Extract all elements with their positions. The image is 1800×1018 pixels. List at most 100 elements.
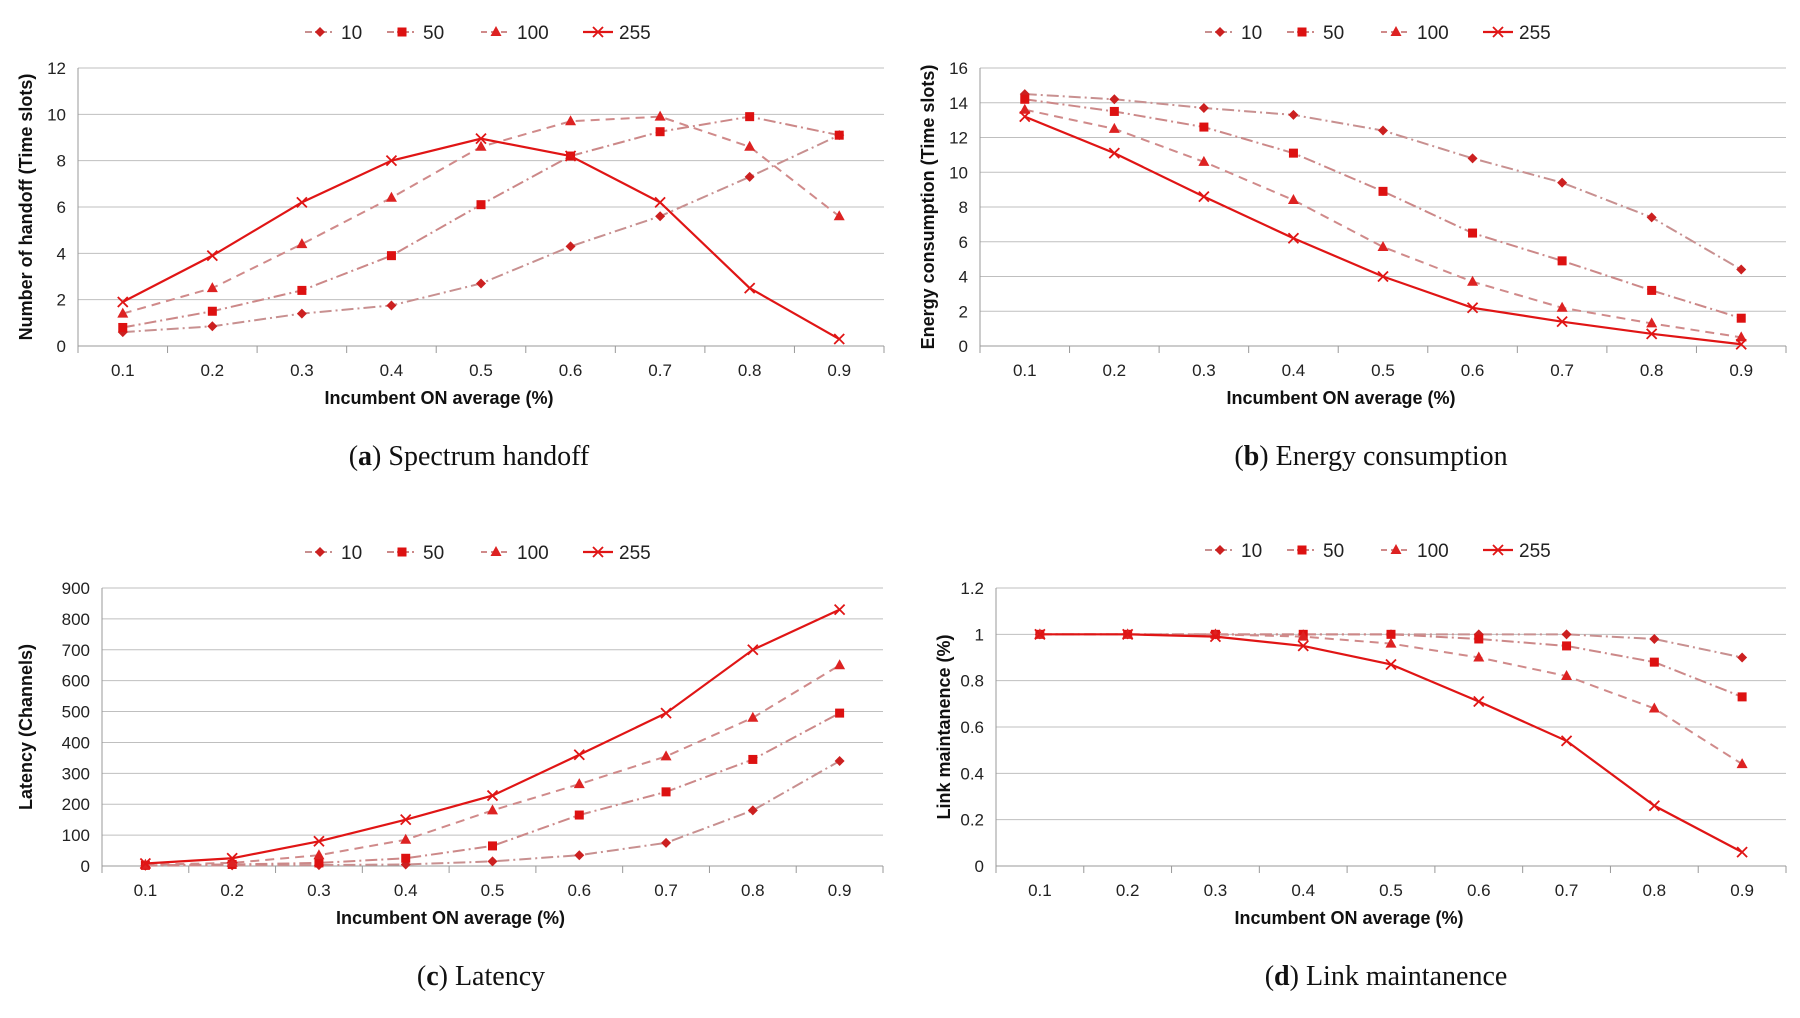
data-point-255	[296, 196, 308, 209]
legend: 10 50 100 255	[1205, 541, 1551, 562]
series-line-100	[1039, 633, 1743, 765]
x-tick-label: 0.8	[738, 361, 762, 380]
legend-label-255: 255	[619, 23, 651, 44]
legend-marker-100	[1390, 544, 1402, 554]
legend-marker-10	[1215, 545, 1225, 555]
caption: (d) Link maintanence	[1265, 961, 1508, 992]
y-tick-label: 2	[959, 302, 968, 321]
caption-title: Latency	[448, 961, 545, 992]
data-point-50	[748, 754, 758, 764]
x-tick-label: 0.5	[469, 361, 493, 380]
data-point-50	[297, 285, 307, 295]
data-point-255	[486, 789, 499, 802]
caption-close: )	[372, 441, 381, 472]
x-axis-title: Incumbent ON average (%)	[1226, 388, 1455, 408]
x-tick-label: 0.6	[559, 361, 583, 380]
caption-title: Energy consumption	[1269, 441, 1508, 472]
data-point-255	[1287, 232, 1300, 244]
caption-title: Spectrum handoff	[381, 441, 590, 472]
x-tick-label: 0.7	[654, 881, 678, 900]
data-point-255	[833, 333, 845, 345]
y-tick-label: 10	[949, 163, 968, 182]
y-tick-label: 0	[57, 337, 66, 356]
data-point-255	[139, 857, 152, 870]
y-tick-label: 6	[959, 233, 968, 252]
data-point-50	[745, 112, 755, 122]
legend: 10 50 100 255	[1205, 23, 1551, 44]
x-tick-label: 0.9	[827, 361, 851, 380]
y-tick-label: 14	[949, 94, 968, 113]
data-point-255	[117, 296, 129, 308]
data-point-50	[835, 708, 845, 718]
data-point-10	[476, 278, 486, 289]
x-tick-label: 0.9	[828, 881, 852, 900]
legend-label-255: 255	[1519, 23, 1551, 44]
data-point-50	[1736, 313, 1746, 323]
data-point-255	[1034, 628, 1046, 640]
legend-marker-255	[1492, 544, 1504, 556]
data-point-255	[573, 749, 585, 761]
caption-close: )	[1259, 441, 1268, 472]
legend-label-50: 50	[1323, 541, 1344, 562]
x-axis-title: Incumbent ON average (%)	[1234, 908, 1463, 928]
data-point-100	[565, 115, 577, 126]
caption-open: (	[1234, 441, 1243, 472]
caption: (b) Energy consumption	[1234, 441, 1507, 472]
y-tick-label: 0.8	[960, 672, 984, 691]
y-axis-title: Energy consumption (Time slots)	[918, 65, 938, 350]
data-point-50	[655, 127, 665, 137]
data-point-100	[660, 750, 672, 761]
x-tick-label: 0.2	[220, 881, 244, 900]
legend-marker-50	[1297, 27, 1307, 37]
legend-marker-100	[1390, 26, 1402, 36]
data-point-255	[475, 133, 487, 145]
data-point-50	[1557, 256, 1567, 266]
data-point-255	[1466, 302, 1479, 314]
legend-marker-50	[397, 27, 407, 37]
data-point-100	[1561, 670, 1573, 681]
data-point-255	[1385, 658, 1397, 671]
data-point-255	[1198, 190, 1210, 203]
data-point-100	[313, 849, 325, 860]
x-tick-label: 0.1	[1028, 881, 1052, 900]
legend-label-50: 50	[1323, 23, 1344, 44]
series-100	[117, 110, 845, 318]
data-point-50	[1468, 228, 1478, 238]
x-tick-label: 0.2	[201, 361, 225, 380]
x-tick-label: 0.2	[1103, 361, 1127, 380]
x-tick-label: 0.1	[1013, 361, 1037, 380]
data-point-50	[1386, 629, 1396, 639]
series-255	[139, 603, 846, 870]
data-point-100	[1108, 122, 1120, 133]
data-point-50	[1109, 106, 1119, 116]
legend-label-10: 10	[1241, 541, 1262, 562]
legend-marker-100	[490, 546, 502, 556]
legend-label-255: 255	[619, 543, 651, 564]
data-point-255	[206, 250, 218, 262]
caption-letter: a	[358, 441, 372, 472]
series-255	[1019, 111, 1747, 350]
series-100	[1034, 628, 1748, 769]
x-tick-label: 0.9	[1730, 881, 1754, 900]
y-tick-label: 400	[62, 733, 90, 752]
data-point-50	[1562, 641, 1572, 651]
legend-label-10: 10	[341, 23, 362, 44]
data-point-100	[475, 140, 487, 151]
data-point-255	[1473, 695, 1485, 708]
series-50	[1020, 94, 1746, 323]
x-tick-label: 0.4	[1291, 881, 1315, 900]
data-point-255	[1108, 147, 1120, 159]
series-50	[140, 708, 845, 870]
y-tick-label: 100	[62, 826, 90, 845]
data-point-10	[386, 300, 397, 311]
data-point-50	[476, 200, 486, 210]
data-point-10	[1736, 264, 1747, 275]
legend-marker-10	[315, 547, 325, 557]
data-point-100	[747, 711, 759, 722]
data-point-100	[206, 282, 218, 293]
y-tick-label: 1	[975, 625, 984, 644]
series-255	[1034, 628, 1748, 858]
x-axis-title: Incumbent ON average (%)	[336, 908, 565, 928]
legend-marker-255	[1492, 26, 1504, 38]
data-point-255	[833, 603, 846, 616]
